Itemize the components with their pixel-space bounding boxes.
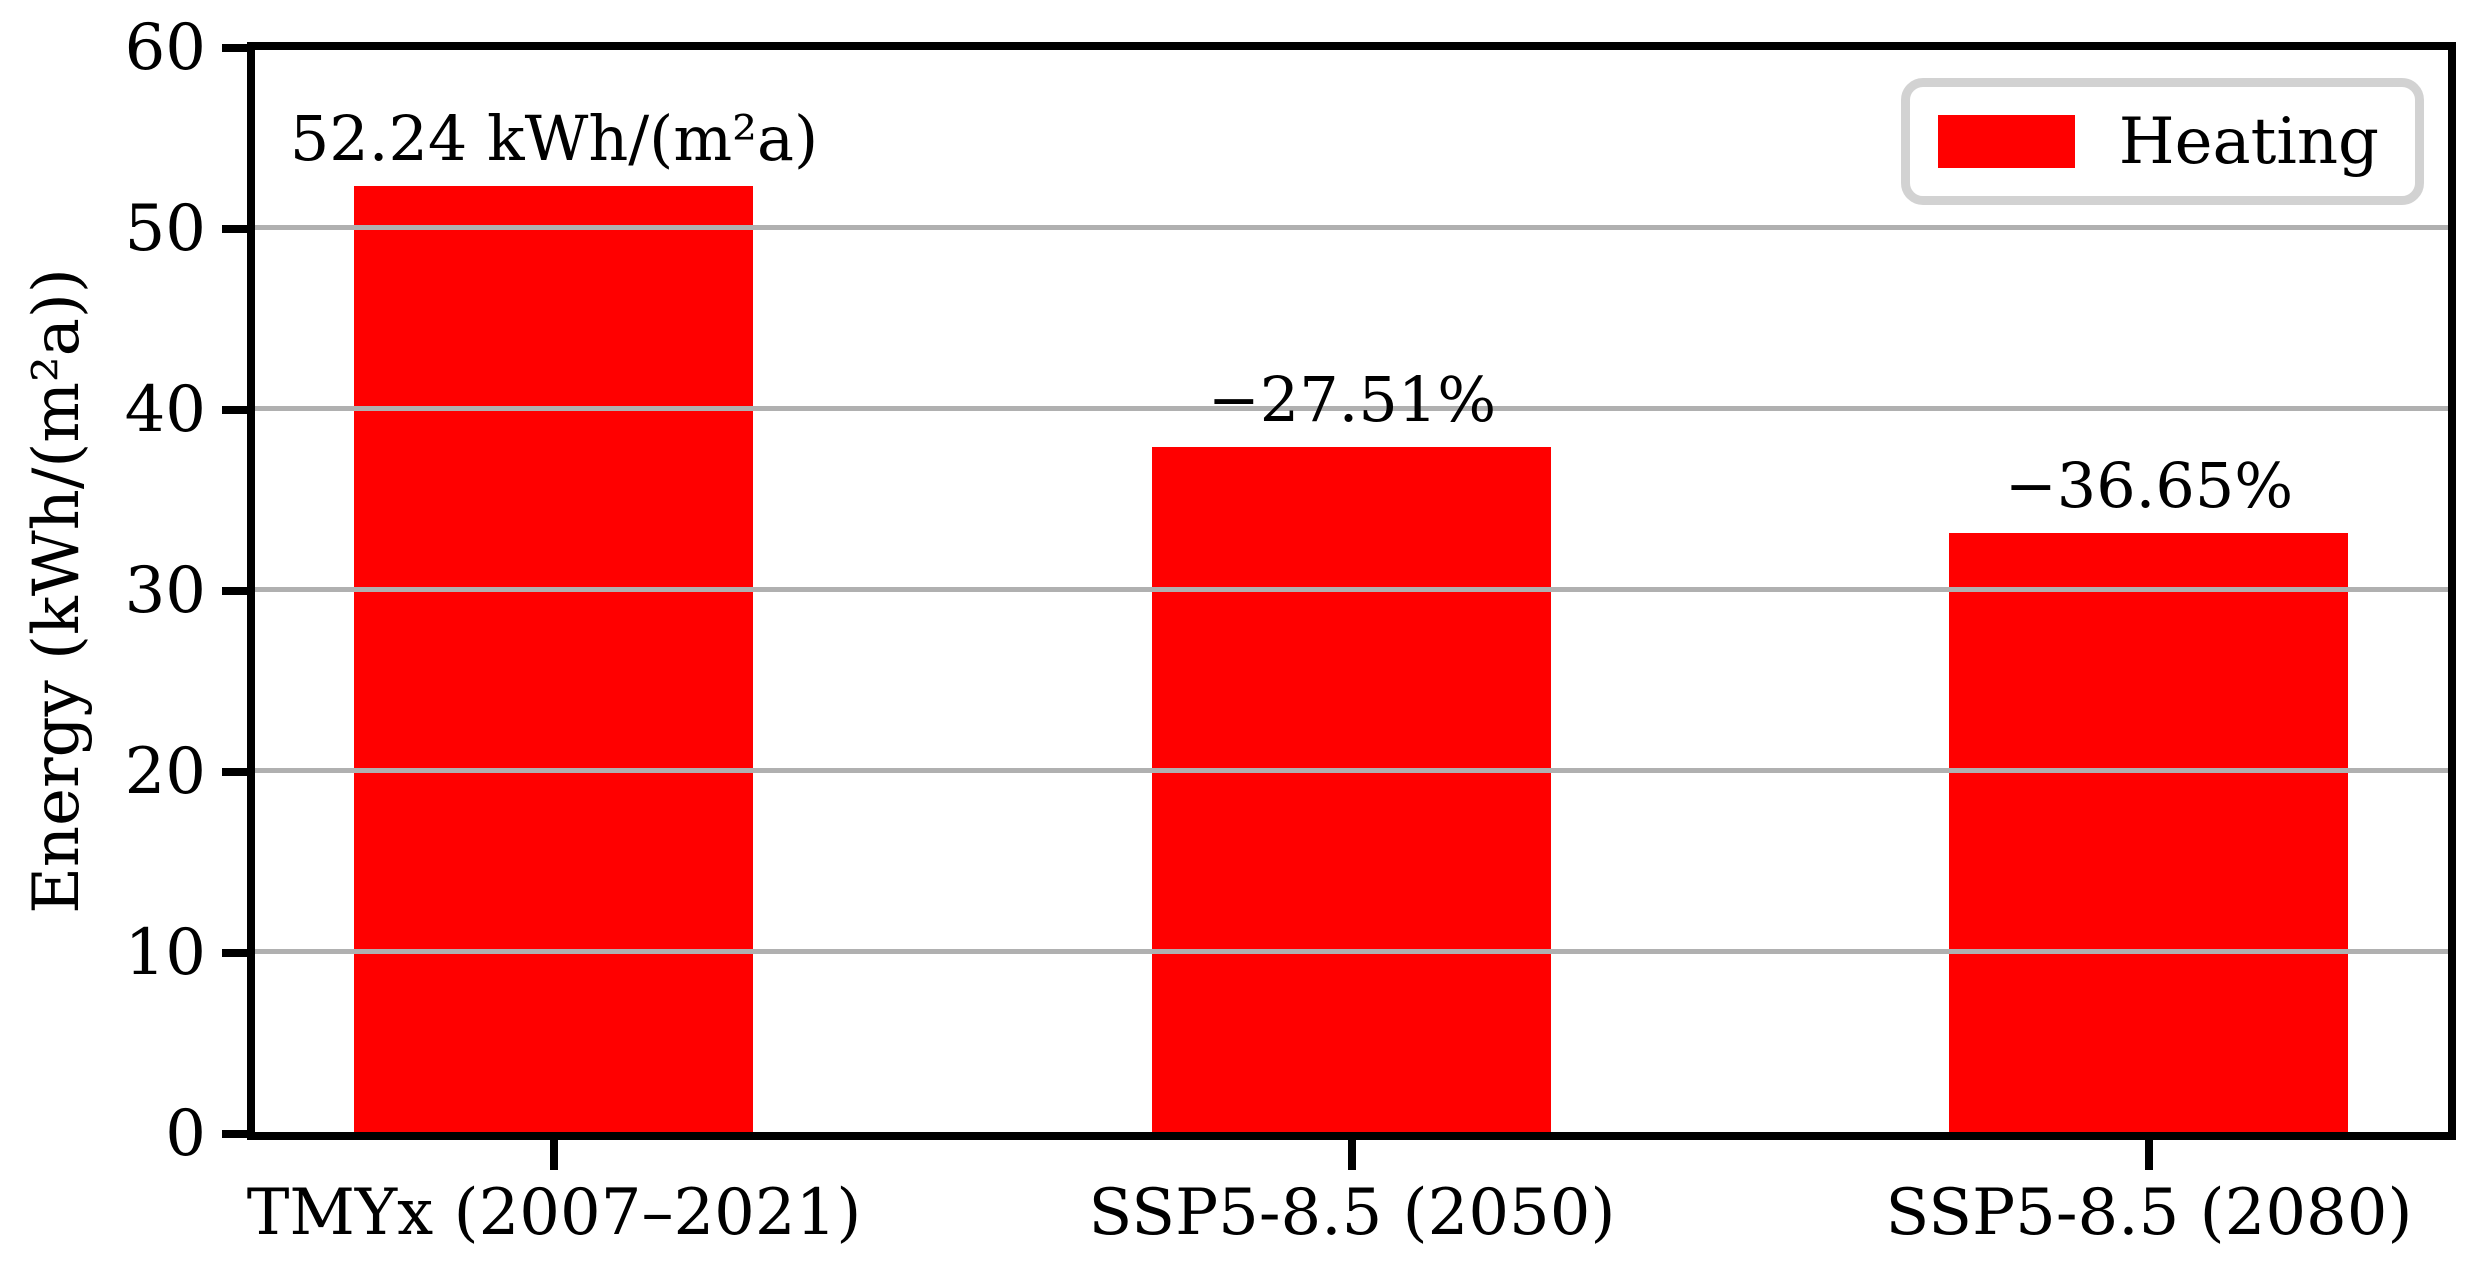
y-tick-label: 20 — [124, 735, 206, 809]
y-tick — [222, 1130, 247, 1138]
legend-swatch-heating — [1937, 115, 2075, 168]
y-tick-label: 60 — [124, 11, 206, 85]
bar — [1949, 533, 2348, 1132]
y-tick-label: 50 — [124, 192, 206, 266]
legend: Heating — [1900, 78, 2424, 205]
y-tick-label: 10 — [124, 916, 206, 990]
annotation-layer: 52.24 kWh/(m²a) −27.51% −36.65% — [255, 50, 2448, 1132]
y-tick — [222, 44, 247, 52]
gridline — [255, 225, 2448, 230]
x-tick — [550, 1140, 558, 1170]
x-tick — [2145, 1140, 2153, 1170]
gridline — [255, 949, 2448, 954]
y-axis-title: Energy (kWh/(m²a)) — [20, 268, 94, 914]
y-tick-label: 0 — [165, 1097, 206, 1171]
gridline — [255, 587, 2448, 592]
y-tick — [222, 949, 247, 957]
gridline — [255, 406, 2448, 411]
gridline — [255, 768, 2448, 773]
bar-value-label: −36.65% — [2004, 449, 2294, 522]
y-tick — [222, 225, 247, 233]
gridline-layer — [255, 50, 2448, 1132]
legend-label-heating: Heating — [2118, 104, 2379, 179]
y-tick — [222, 587, 247, 595]
bar — [354, 186, 753, 1132]
x-tick-label: TMYx (2007–2021) — [246, 1176, 862, 1250]
x-tick — [1348, 1140, 1356, 1170]
y-tick-label: 40 — [124, 373, 206, 447]
x-tick-label: SSP5-8.5 (2080) — [1885, 1176, 2413, 1250]
bar — [1152, 447, 1551, 1132]
y-tick — [222, 406, 247, 414]
y-tick-label: 30 — [124, 554, 206, 628]
bar-value-label: 52.24 kWh/(m²a) — [289, 102, 819, 175]
bar-layer — [255, 50, 2448, 1132]
bar-value-label: −27.51% — [1207, 363, 1497, 436]
y-tick — [222, 768, 247, 776]
plot-area: 52.24 kWh/(m²a) −27.51% −36.65% Heating — [247, 42, 2456, 1140]
x-tick-label: SSP5-8.5 (2050) — [1088, 1176, 1616, 1250]
